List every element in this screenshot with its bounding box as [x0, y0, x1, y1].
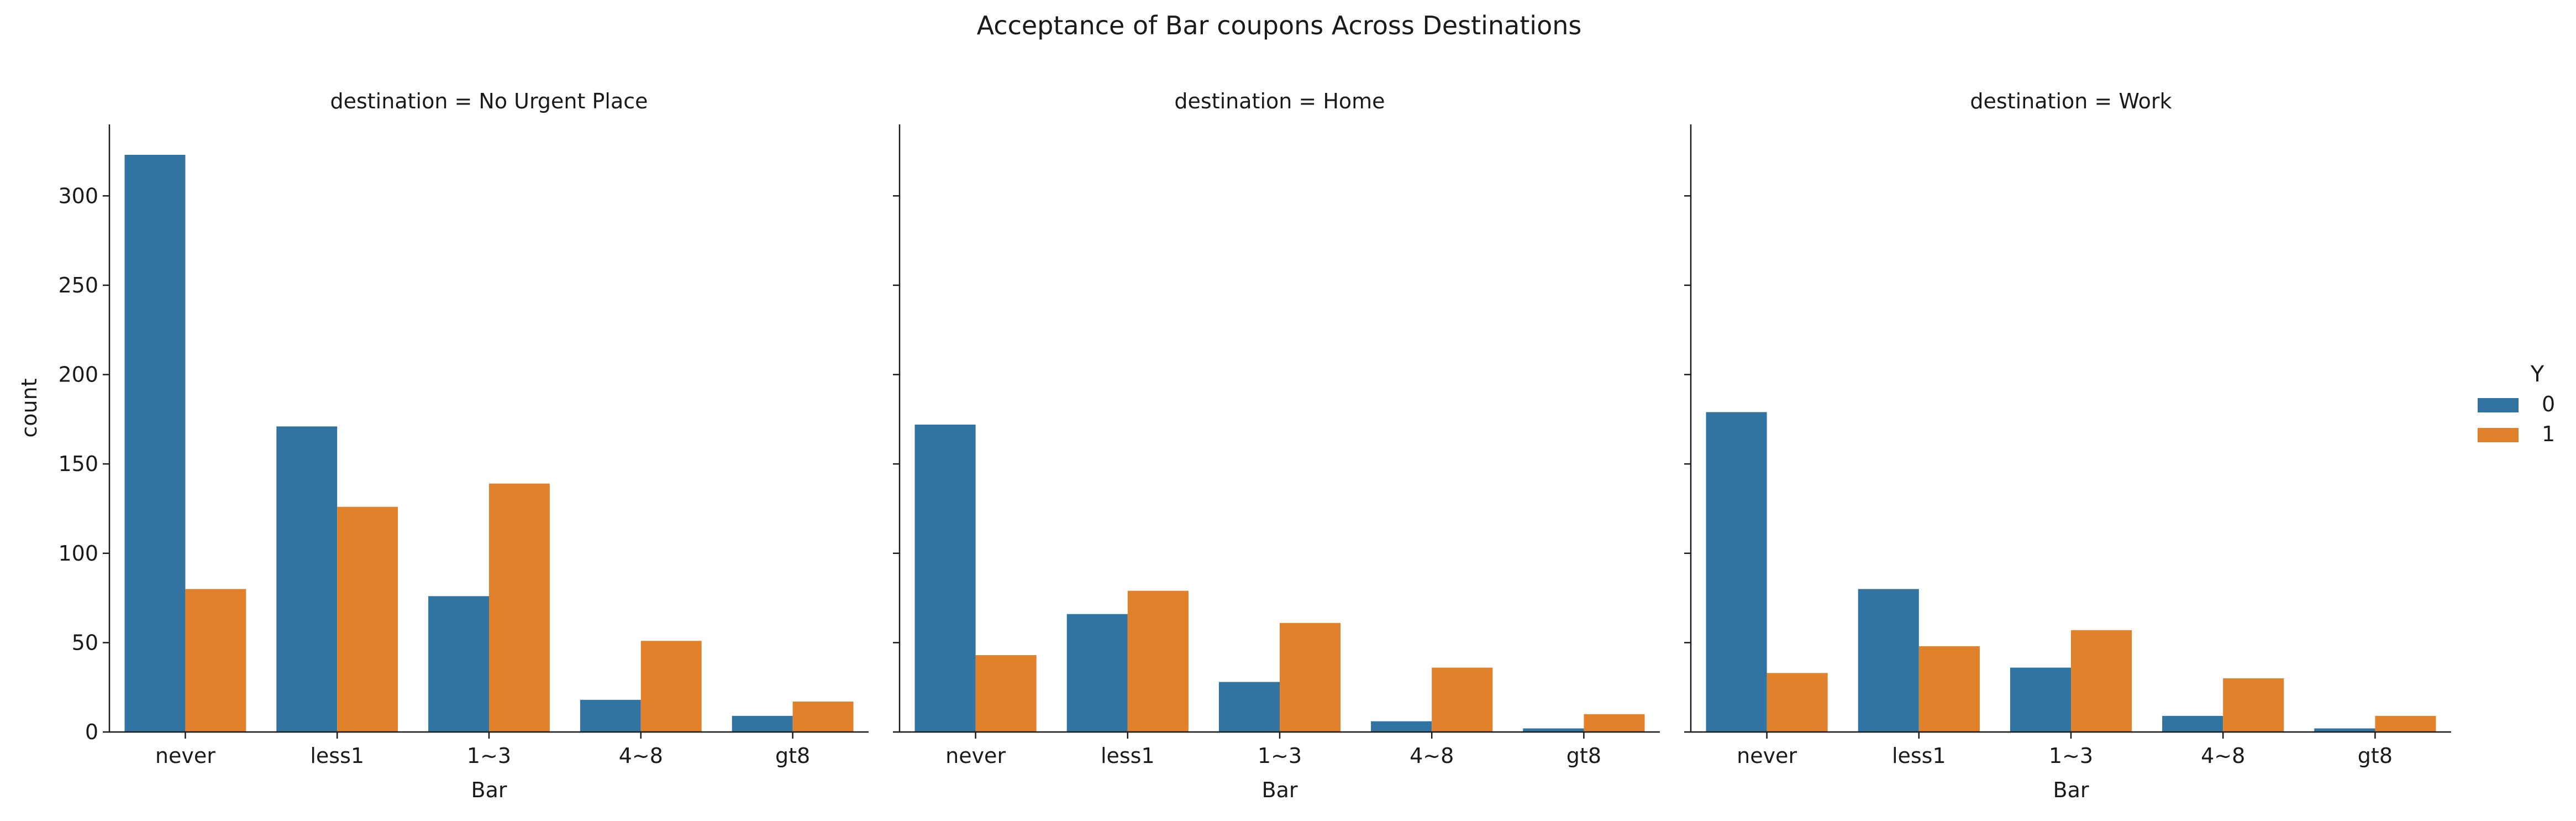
x-tick-label: gt8 — [1566, 744, 1601, 768]
x-tick-label: 4~8 — [1410, 744, 1454, 768]
panels: destination = No Urgent Place 0 50 100 150 20… — [58, 89, 2451, 802]
panel-2: destination = Home never less1 1~3 4~8 gt8 Bar — [893, 89, 1660, 802]
y-tick-label: 150 — [58, 452, 98, 476]
bar-less1-y1 — [1918, 646, 1980, 732]
bar-never-y1 — [975, 655, 1037, 732]
bar-4~8-y1 — [1432, 667, 1493, 732]
bar-1~3-y1 — [489, 483, 550, 732]
y-axis-label: count — [17, 378, 41, 437]
legend-swatch-1 — [2478, 428, 2519, 442]
bar-gt8-y0 — [732, 715, 793, 732]
chart-title: Acceptance of Bar coupons Across Destina… — [977, 11, 1582, 40]
bar-1~3-y0 — [1218, 682, 1280, 732]
bar-4~8-y0 — [2162, 715, 2223, 732]
legend-swatch-0 — [2478, 398, 2519, 412]
x-tick-label: 1~3 — [1258, 744, 1302, 768]
panel-title: destination = Work — [1970, 89, 2172, 113]
x-tick-label: gt8 — [2358, 744, 2393, 768]
x-tick-label: 4~8 — [619, 744, 663, 768]
legend-label-0: 0 — [2542, 392, 2555, 416]
bar-never-y1 — [1767, 673, 1828, 732]
x-tick-label: 1~3 — [2049, 744, 2093, 768]
bar-less1-y0 — [276, 426, 338, 732]
bar-less1-y1 — [337, 506, 398, 732]
legend: Y 0 1 — [2478, 362, 2555, 446]
x-tick-label: never — [1737, 744, 1797, 768]
bar-never-y0 — [914, 425, 976, 732]
x-tick-label: less1 — [1892, 744, 1946, 768]
panel-title: destination = No Urgent Place — [330, 89, 648, 113]
x-axis-label: Bar — [2053, 778, 2089, 802]
bar-4~8-y1 — [640, 641, 702, 732]
panel-title: destination = Home — [1174, 89, 1385, 113]
x-tick-label: 4~8 — [2201, 744, 2245, 768]
panel-1: destination = No Urgent Place 0 50 100 150 20… — [58, 89, 869, 802]
x-tick-label: less1 — [1101, 744, 1155, 768]
x-tick-label: 1~3 — [467, 744, 511, 768]
bar-never-y1 — [185, 589, 246, 732]
x-axis-label: Bar — [471, 778, 507, 802]
y-tick-label: 250 — [58, 273, 98, 297]
bar-1~3-y0 — [428, 596, 489, 732]
x-tick-label: never — [945, 744, 1006, 768]
bar-less1-y0 — [1066, 614, 1128, 732]
y-tick-label: 50 — [72, 630, 98, 655]
bar-less1-y0 — [1858, 589, 1919, 732]
bar-never-y0 — [124, 155, 186, 732]
y-tick-label: 100 — [58, 541, 98, 566]
bar-4~8-y1 — [2223, 678, 2284, 732]
bar-never-y0 — [1706, 412, 1767, 732]
y-tick-label: 200 — [58, 363, 98, 387]
bar-less1-y1 — [1127, 590, 1189, 732]
panel-3: destination = Work never less1 1~3 4~8 gt8 Bar — [1684, 89, 2451, 802]
x-tick-label: less1 — [310, 744, 364, 768]
bar-4~8-y0 — [580, 699, 641, 732]
bar-gt8-y1 — [792, 702, 854, 732]
x-tick-label: never — [155, 744, 215, 768]
bar-4~8-y0 — [1371, 721, 1432, 732]
legend-title: Y — [2530, 362, 2545, 387]
bar-1~3-y0 — [2010, 667, 2071, 732]
legend-label-1: 1 — [2542, 422, 2555, 446]
bar-gt8-y0 — [1523, 728, 1584, 732]
bar-gt8-y0 — [2314, 728, 2375, 732]
x-axis-label: Bar — [1262, 778, 1298, 802]
bar-1~3-y1 — [1280, 623, 1341, 732]
y-tick-label: 300 — [58, 184, 98, 208]
y-tick-label: 0 — [85, 720, 98, 744]
bar-gt8-y1 — [2375, 715, 2436, 732]
bar-1~3-y1 — [2071, 630, 2132, 732]
x-tick-label: gt8 — [775, 744, 810, 768]
bar-gt8-y1 — [1584, 714, 1645, 732]
